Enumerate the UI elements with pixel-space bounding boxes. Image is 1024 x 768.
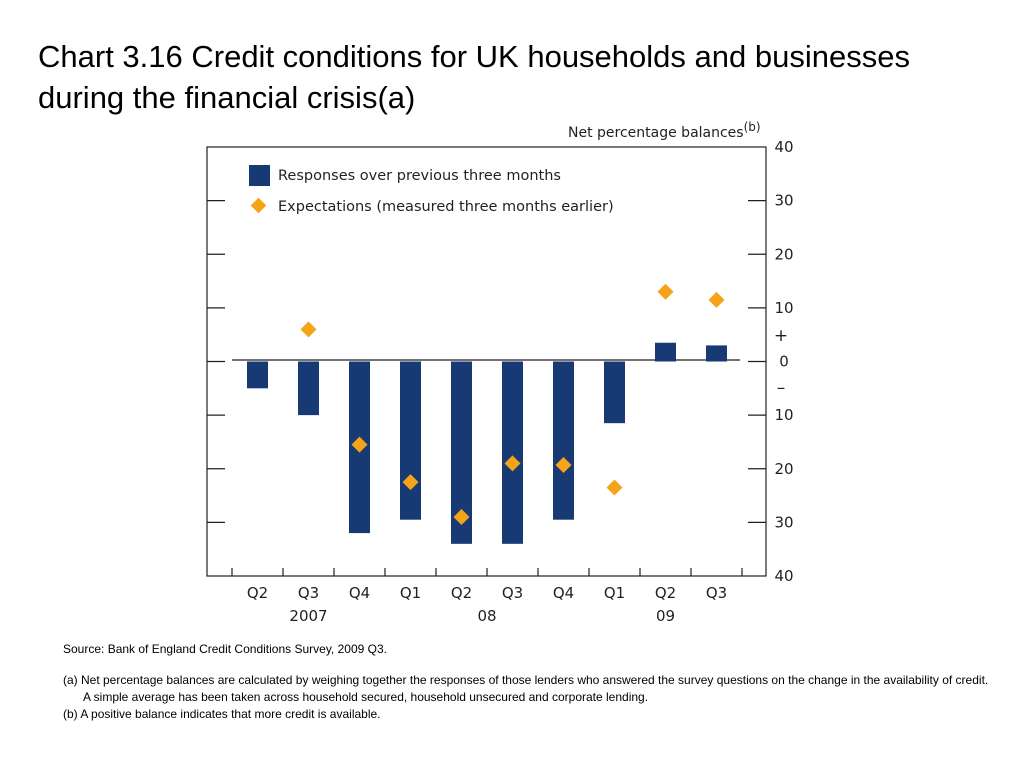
footnote-a: (a) Net percentage balances are calculat… (63, 673, 989, 704)
x-tick-label: Q4 (553, 584, 574, 602)
expectation-marker (402, 474, 419, 491)
year-label: 2007 (289, 607, 327, 625)
y-tick-label: 20 (774, 460, 793, 478)
bar (451, 361, 472, 544)
y-tick-label: 30 (774, 192, 793, 210)
expectation-marker (300, 321, 317, 338)
y-tick-label: 10 (774, 299, 793, 317)
legend-bar-label: Responses over previous three months (278, 168, 561, 184)
sign-plus: + (774, 326, 788, 346)
x-tick-label: Q2 (451, 584, 472, 602)
x-tick-label: Q3 (502, 584, 523, 602)
y-tick-label: 40 (774, 138, 793, 156)
expectation-marker (708, 291, 725, 308)
bar (400, 361, 421, 520)
y-tick-label: 30 (774, 513, 793, 531)
x-tick-label: Q2 (247, 584, 268, 602)
units-label-superscript: (b) (744, 120, 761, 134)
expectation-marker (555, 456, 572, 473)
expectation-marker (606, 479, 623, 496)
bar (247, 361, 268, 389)
expectation-marker (504, 455, 521, 472)
x-tick-label: Q4 (349, 584, 370, 602)
bar (604, 361, 625, 424)
year-label: 08 (477, 607, 496, 625)
legend-marker-label: Expectations (measured three months earl… (278, 199, 614, 215)
year-label: 09 (656, 607, 675, 625)
y-tick-label: 0 (779, 353, 789, 371)
bar (298, 361, 319, 416)
bar (655, 342, 676, 362)
chart-marks: 40 30 20 10 0 10 20 30 40 Q2 Q3 Q4 Q1 Q2 Q3 Q4 Q1 Q2 Q3 200… (207, 138, 794, 625)
units-label: Net percentage balances(b) (568, 120, 761, 141)
x-tick-label: Q2 (655, 584, 676, 602)
y-tick-label: 10 (774, 406, 793, 424)
x-tick-label: Q3 (706, 584, 727, 602)
expectation-marker (657, 283, 674, 300)
chart-title: Chart 3.16 Credit conditions for UK hous… (38, 39, 910, 115)
legend-marker-swatch (250, 197, 267, 214)
expectation-marker (351, 436, 368, 453)
y-tick-label: 20 (774, 245, 793, 263)
sign-minus: – (777, 378, 786, 398)
footnotes: Source: Bank of England Credit Condition… (63, 641, 993, 723)
bar (706, 345, 727, 362)
footnote-b: (b) A positive balance indicates that mo… (63, 707, 381, 721)
bar (502, 361, 523, 544)
chart: 40 30 20 10 0 10 20 30 40 Q2 Q3 Q4 Q1 Q2 Q3 Q4 Q1 Q2 Q3 200… (206, 120, 794, 625)
expectation-marker (453, 509, 470, 526)
source-note: Source: Bank of England Credit Condition… (63, 642, 387, 656)
bar (553, 361, 574, 520)
legend-bar-swatch (249, 165, 270, 186)
x-tick-label: Q1 (400, 584, 421, 602)
y-tick-label: 40 (774, 567, 793, 585)
x-tick-label: Q3 (298, 584, 319, 602)
x-tick-label: Q1 (604, 584, 625, 602)
